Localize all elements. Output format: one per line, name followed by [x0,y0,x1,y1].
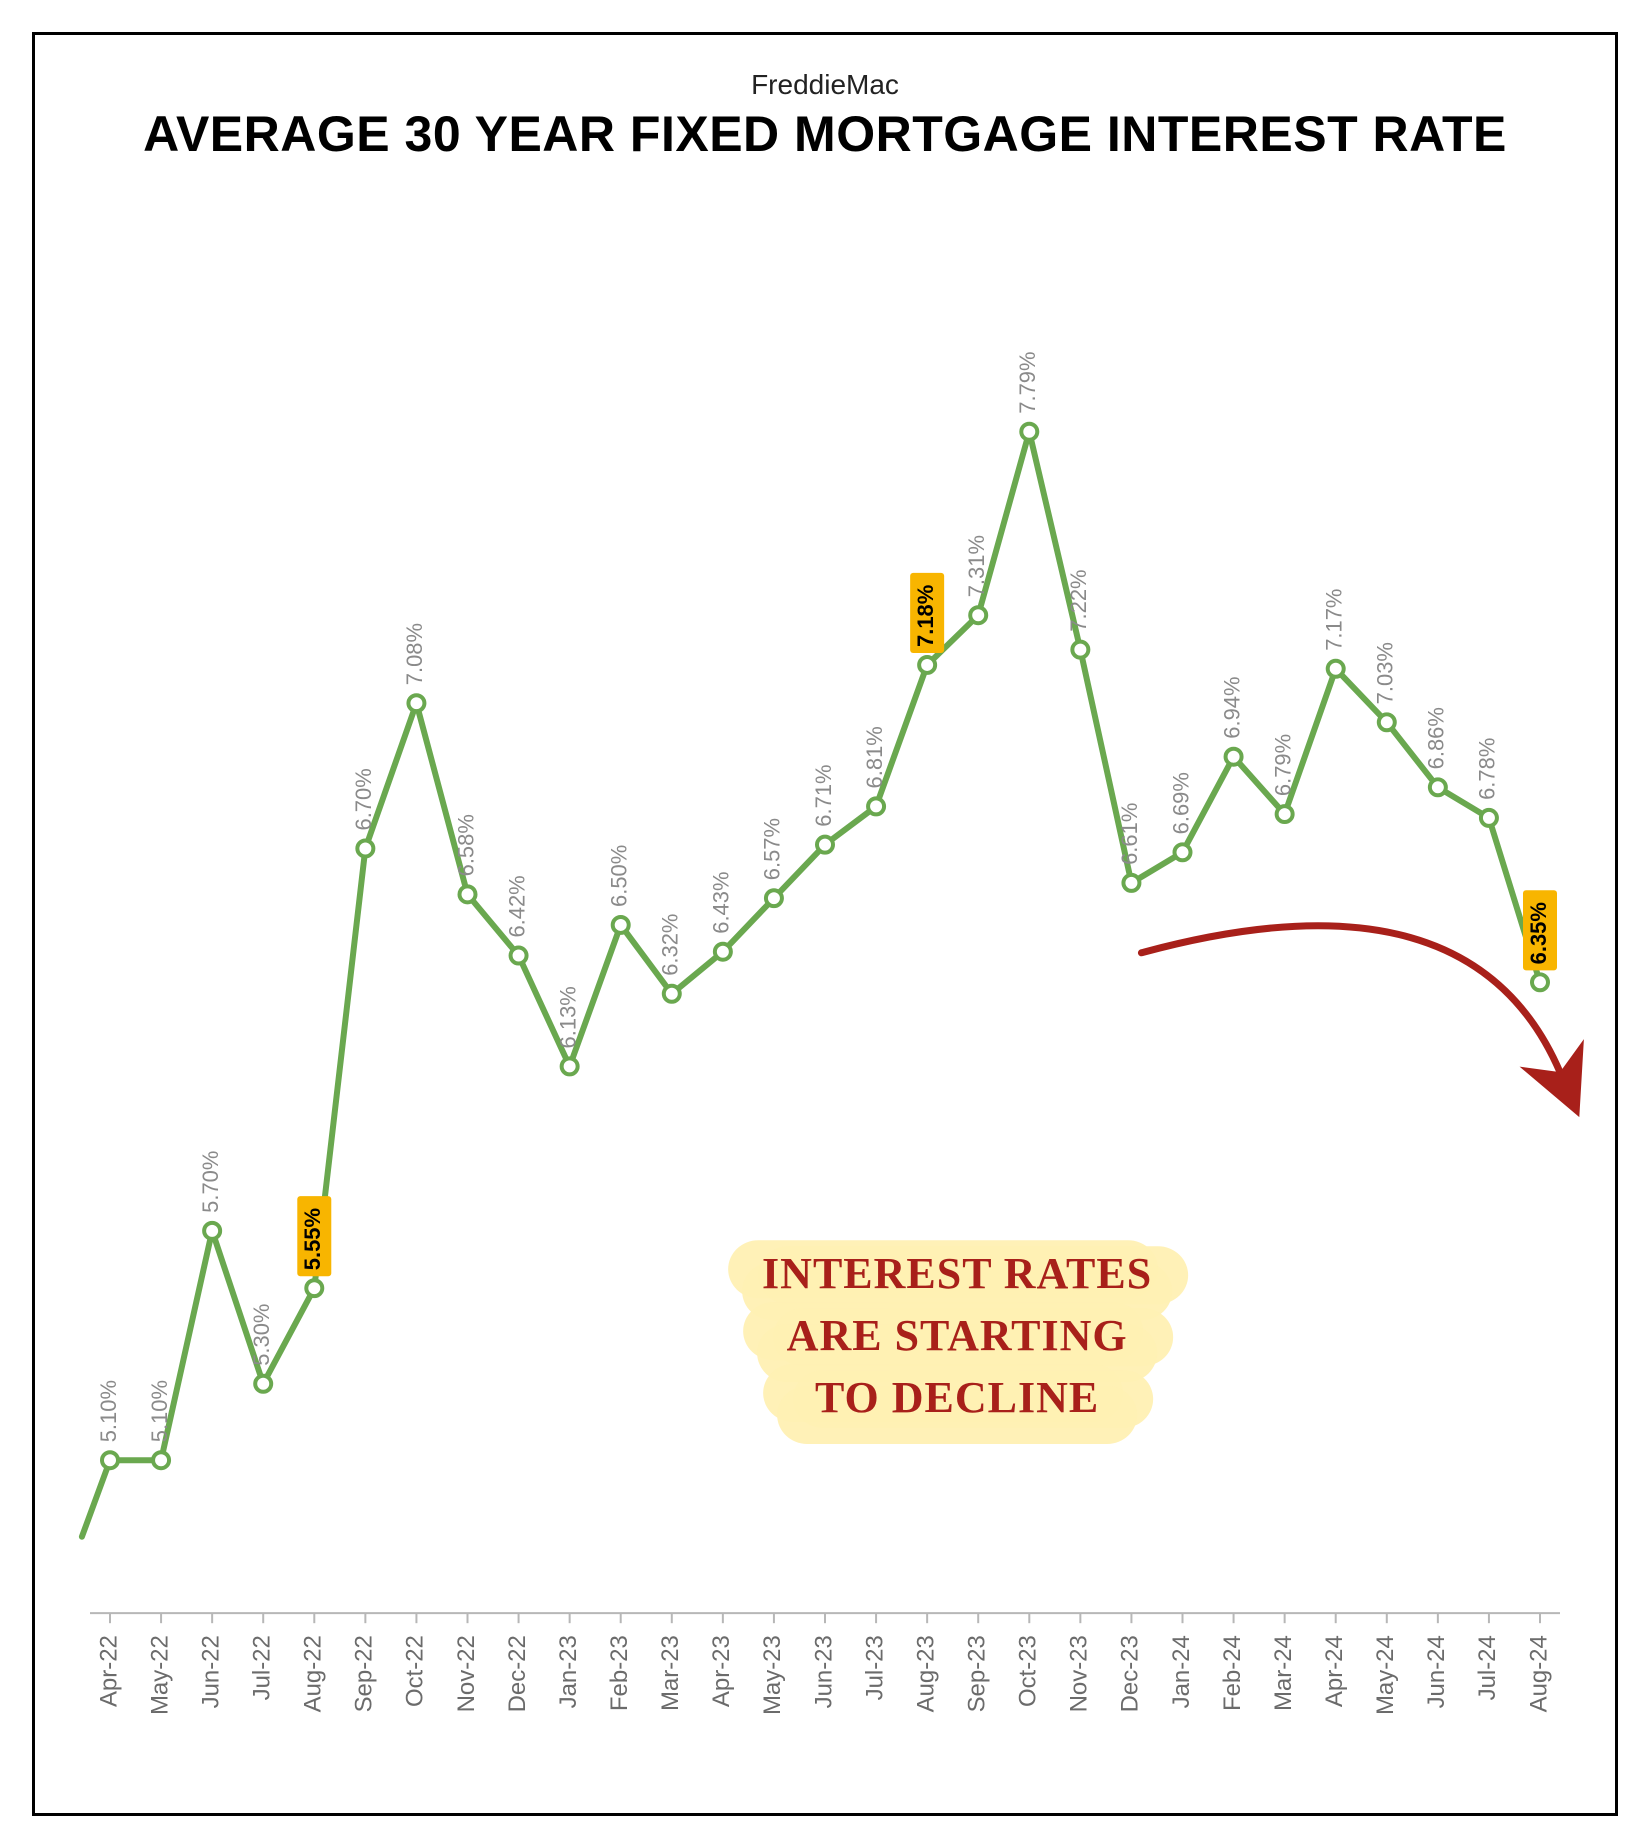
value-label: 7.31% [964,535,989,597]
value-label: 6.70% [351,768,376,830]
value-label: 6.71% [811,764,836,826]
data-point [357,840,373,856]
value-label: 7.79% [1015,351,1040,413]
x-axis-label: May-22 [146,1635,173,1715]
value-label: 5.10% [147,1380,172,1442]
x-axis-label: Apr-22 [95,1635,122,1707]
x-axis-label: Sep-22 [351,1635,378,1712]
x-axis-label: Aug-22 [300,1635,327,1712]
data-point [664,986,680,1002]
x-axis-label: Nov-22 [453,1635,480,1712]
value-label: 6.61% [1117,803,1142,865]
x-axis-label: Feb-24 [1219,1635,1246,1711]
x-axis-label: Dec-22 [504,1635,531,1712]
x-axis-label: Feb-23 [606,1635,633,1711]
value-label: 7.08% [402,623,427,685]
data-point [408,695,424,711]
x-axis-label: Jan-24 [1168,1635,1195,1708]
x-axis-label: Apr-24 [1321,1635,1348,1707]
data-point [1277,806,1293,822]
data-point [868,798,884,814]
value-label-highlight: 6.35% [1526,902,1551,964]
data-point [715,944,731,960]
value-label: 5.30% [249,1304,274,1366]
data-point [255,1376,271,1392]
data-point [511,948,527,964]
x-axis-label: Aug-24 [1525,1635,1552,1712]
value-label: 6.43% [709,871,734,933]
data-point [1072,642,1088,658]
annotation-line: TO DECLINE [815,1373,1099,1422]
value-label: 6.32% [658,914,683,976]
value-label: 6.50% [607,845,632,907]
data-point [1430,779,1446,795]
data-point [562,1058,578,1074]
x-axis-label: Oct-23 [1015,1635,1042,1707]
x-axis-label: Jun-24 [1423,1635,1450,1708]
value-label: 7.17% [1322,589,1347,651]
value-label-highlight: 5.55% [300,1208,325,1270]
line-chart: Apr-22 May-22 Jun-22 Jul-22 Aug-22 Sep-22 Oct-… [80,235,1570,1753]
data-point [766,890,782,906]
value-label: 6.86% [1424,707,1449,769]
x-axis-label: Mar-24 [1270,1635,1297,1711]
data-point [919,657,935,673]
chart-card: FreddieMac AVERAGE 30 YEAR FIXED MORTGAG… [32,32,1618,1816]
annotation-line: ARE STARTING [787,1311,1128,1360]
data-point [460,886,476,902]
value-label: 6.81% [862,726,887,788]
data-point [102,1452,118,1468]
x-axis-label: Sep-23 [964,1635,991,1712]
x-axis-label: May-24 [1372,1635,1399,1715]
value-label: 6.69% [1168,772,1193,834]
x-axis-label: Jan-23 [555,1635,582,1708]
x-axis-label: Apr-23 [708,1635,735,1707]
value-label: 6.58% [453,814,478,876]
value-label: 6.78% [1475,738,1500,800]
x-axis-label: Jun-23 [810,1635,837,1708]
data-point [153,1452,169,1468]
value-label: 6.94% [1219,676,1244,738]
data-point [1021,424,1037,440]
data-point [1226,749,1242,765]
annotation-arrow [1141,926,1560,1072]
data-point [1532,974,1548,990]
x-axis-label: May-23 [759,1635,786,1715]
data-point [306,1280,322,1296]
annotation: INTEREST RATES ARE STARTING TO DECLINE [728,1240,1188,1444]
annotation-line: INTEREST RATES [762,1249,1152,1298]
chart-subtitle: FreddieMac [35,69,1615,101]
data-point [817,837,833,853]
chart-title: AVERAGE 30 YEAR FIXED MORTGAGE INTEREST … [35,105,1615,163]
x-axis-label: Jun-22 [197,1635,224,1708]
x-axis-label: Aug-23 [912,1635,939,1712]
x-axis-label: Oct-22 [402,1635,429,1707]
x-axis-label: Dec-23 [1117,1635,1144,1712]
data-point [1379,714,1395,730]
x-axis-label: Jul-22 [249,1635,276,1700]
value-label-highlight: 7.18% [913,585,938,647]
x-axis-label: Nov-23 [1066,1635,1093,1712]
data-point [1175,844,1191,860]
data-point [1123,875,1139,891]
value-label: 6.79% [1270,734,1295,796]
value-label: 5.10% [96,1380,121,1442]
value-label: 6.13% [555,986,580,1048]
value-label: 6.42% [504,875,529,937]
data-point [1328,661,1344,677]
value-label: 7.22% [1066,569,1091,631]
data-point [613,917,629,933]
data-point [204,1223,220,1239]
x-axis-label: Mar-23 [657,1635,684,1711]
data-point [1481,810,1497,826]
x-axis-label: Jul-23 [861,1635,888,1700]
value-label: 6.57% [760,818,785,880]
value-label: 5.70% [198,1151,223,1213]
x-axis-label: Jul-24 [1474,1635,1501,1700]
value-label: 7.03% [1373,642,1398,704]
data-point [970,607,986,623]
